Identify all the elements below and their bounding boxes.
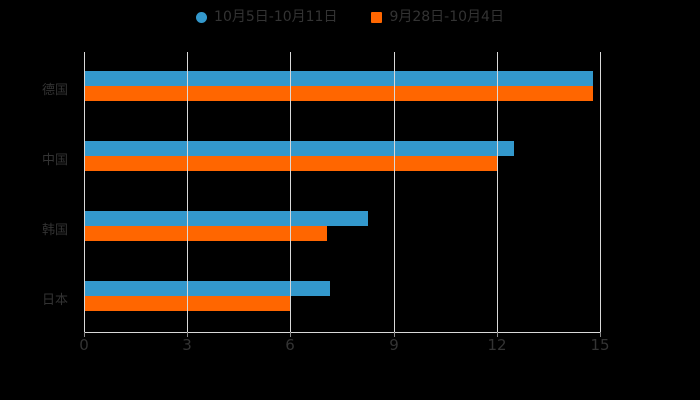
gridline-15	[600, 52, 601, 332]
x-tick-9	[394, 332, 395, 337]
bar-中国-series-1[interactable]	[84, 156, 497, 171]
legend-marker-square-icon	[371, 11, 383, 23]
category-label-德国: 德国	[41, 83, 68, 98]
x-tick-6	[290, 332, 291, 337]
x-tick-3	[187, 332, 188, 337]
chart-legend: 10月5日-10月11日 9月28日-10月4日	[0, 0, 700, 34]
legend-label-series-1: 9月28日-10月4日	[389, 9, 504, 25]
bar-日本-series-1[interactable]	[84, 296, 290, 311]
x-tick-0	[84, 332, 85, 337]
bar-韩国-series-1[interactable]	[84, 226, 327, 241]
chart-plot-area	[84, 52, 601, 332]
category-label-中国: 中国	[41, 153, 68, 168]
bar-德国-series-1[interactable]	[84, 86, 593, 101]
x-tick-label-0: 0	[79, 336, 89, 354]
bar-中国-series-0[interactable]	[84, 141, 514, 156]
x-tick-15	[600, 332, 601, 337]
bar-日本-series-0[interactable]	[84, 281, 330, 296]
x-tick-label-6: 6	[285, 336, 295, 354]
legend-marker-circle-icon	[196, 11, 208, 23]
bar-德国-series-0[interactable]	[84, 71, 593, 86]
x-tick-label-15: 15	[590, 336, 610, 354]
bar-group	[84, 122, 600, 192]
legend-item-series-1[interactable]: 9月28日-10月4日	[371, 10, 504, 24]
x-tick-label-3: 3	[182, 336, 192, 354]
x-tick-12	[497, 332, 498, 337]
legend-item-series-0[interactable]: 10月5日-10月11日	[196, 10, 337, 24]
category-label-日本: 日本	[41, 293, 68, 308]
bar-group	[84, 192, 600, 262]
category-label-韩国: 韩国	[41, 223, 68, 238]
x-tick-label-9: 9	[389, 336, 399, 354]
legend-label-series-0: 10月5日-10月11日	[214, 9, 338, 25]
x-axis-line	[84, 332, 601, 333]
bar-韩国-series-0[interactable]	[84, 211, 368, 226]
x-tick-label-12: 12	[487, 336, 507, 354]
bar-group	[84, 262, 600, 332]
bar-group	[84, 52, 600, 122]
bar-bands	[84, 52, 600, 332]
